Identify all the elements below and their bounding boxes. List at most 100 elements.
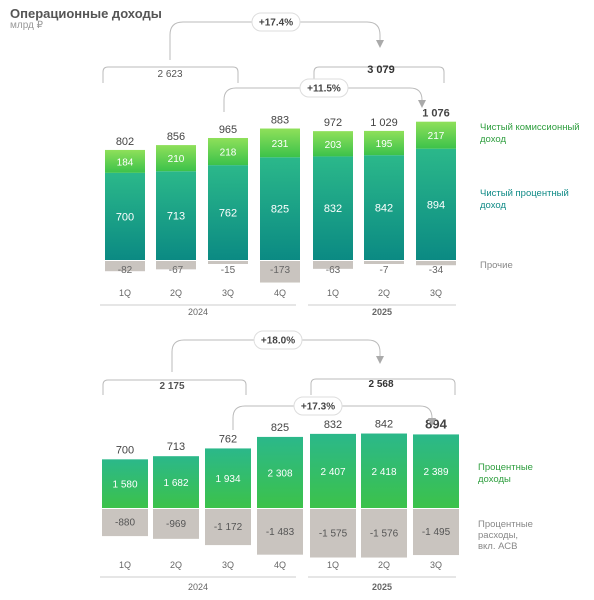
interest-income-bar xyxy=(257,436,303,508)
expense-value-label: -880 xyxy=(115,518,135,529)
interest-income-bar xyxy=(413,434,459,508)
commission-value-label: 203 xyxy=(325,140,342,151)
legend-income: Процентные доходы xyxy=(478,462,533,485)
commission-bar xyxy=(364,130,404,156)
total-value-label: 856 xyxy=(167,131,185,143)
interest-expense-bar xyxy=(310,509,356,558)
quarter-tick-label: 1Q xyxy=(119,560,131,570)
growth-ytd-label: +17.4% xyxy=(259,18,293,29)
bracket-2025 xyxy=(313,66,445,83)
commission-bar xyxy=(416,121,456,149)
quarter-tick-label: 1Q xyxy=(119,288,131,298)
sum-2024-label: 2 175 xyxy=(159,381,184,392)
growth-ytd-label-pill xyxy=(251,12,301,32)
income-value-label: 2 407 xyxy=(320,467,345,478)
interest-income-bar xyxy=(310,433,356,508)
interest-expense-bar xyxy=(361,509,407,558)
interest-value-label: 832 xyxy=(324,203,342,215)
expense-value-label: -1 576 xyxy=(370,528,399,539)
net-value-label: 832 xyxy=(324,419,342,431)
other-bar xyxy=(105,261,145,272)
interest-bar xyxy=(416,148,456,260)
growth-q-label: +17.3% xyxy=(301,402,335,413)
quarter-tick-label: 2Q xyxy=(170,560,182,570)
expense-value-label: -1 575 xyxy=(319,528,348,539)
interest-income-bar xyxy=(102,459,148,508)
commission-value-label: 231 xyxy=(272,139,289,150)
commission-value-label: 217 xyxy=(428,131,445,142)
interest-value-label: 762 xyxy=(219,208,237,220)
commission-value-label: 218 xyxy=(220,148,237,159)
income-value-label: 1 580 xyxy=(112,480,137,491)
other-bar xyxy=(416,261,456,266)
expense-value-label: -1 483 xyxy=(266,527,295,538)
other-value-label: -15 xyxy=(221,265,236,276)
growth-ytd-label: +18.0% xyxy=(261,336,295,347)
interest-expense-bar xyxy=(257,509,303,555)
quarter-tick-label: 3Q xyxy=(430,560,442,570)
sum-2025-label: 2 568 xyxy=(368,379,393,390)
quarter-tick-label: 4Q xyxy=(274,288,286,298)
interest-income-bar xyxy=(361,433,407,508)
year-label-2024: 2024 xyxy=(188,307,208,317)
income-value-label: 2 418 xyxy=(371,467,396,478)
commission-value-label: 195 xyxy=(376,139,393,150)
bracket-2024 xyxy=(102,66,239,83)
quarter-tick-label: 2Q xyxy=(378,288,390,298)
growth-q-label-pill xyxy=(299,78,349,98)
interest-income-bar xyxy=(153,456,199,508)
interest-bar xyxy=(156,171,196,260)
commission-bar xyxy=(156,145,196,172)
interest-value-label: 713 xyxy=(167,211,185,223)
quarter-tick-label: 2Q xyxy=(378,560,390,570)
total-value-label: 972 xyxy=(324,117,342,129)
sum-2024-label: 2 623 xyxy=(157,69,182,80)
interest-income-bar xyxy=(205,448,251,508)
interest-expense-bar xyxy=(102,509,148,537)
interest-value-label: 842 xyxy=(375,203,393,215)
legend-other: Прочие xyxy=(480,260,513,271)
income-value-label: 2 389 xyxy=(423,467,448,478)
commission-bar xyxy=(208,137,248,166)
interest-bar xyxy=(208,165,248,260)
growth-ytd-label-pill xyxy=(253,330,303,350)
quarter-tick-label: 3Q xyxy=(222,288,234,298)
quarter-tick-label: 3Q xyxy=(222,560,234,570)
interest-bar xyxy=(364,155,404,260)
bracket-2025 xyxy=(310,378,456,395)
expense-value-label: -1 172 xyxy=(214,522,243,533)
other-bar xyxy=(313,261,353,269)
total-value-label: 802 xyxy=(116,136,134,148)
interest-bar xyxy=(105,172,145,260)
year-label-2025: 2025 xyxy=(372,307,392,317)
interest-expense-bar xyxy=(205,509,251,546)
commission-bar xyxy=(313,131,353,157)
quarter-tick-label: 1Q xyxy=(327,560,339,570)
interest-value-label: 700 xyxy=(116,211,134,223)
quarter-tick-label: 4Q xyxy=(274,560,286,570)
net-value-label: 700 xyxy=(116,444,134,456)
expense-value-label: -969 xyxy=(166,519,186,530)
quarter-tick-label: 3Q xyxy=(430,288,442,298)
total-value-label: 965 xyxy=(219,124,237,136)
interest-bar xyxy=(260,157,300,260)
year-label-2024: 2024 xyxy=(188,582,208,592)
interest-value-label: 894 xyxy=(427,199,445,211)
commission-value-label: 184 xyxy=(117,157,134,168)
total-value-label: 1 076 xyxy=(422,108,450,120)
commission-bar xyxy=(105,149,145,173)
commission-value-label: 210 xyxy=(168,154,185,165)
other-bar xyxy=(156,261,196,270)
quarter-tick-label: 2Q xyxy=(170,288,182,298)
unit-label: млрд ₽ xyxy=(10,20,44,31)
legend-expense-line: Процентные xyxy=(478,519,533,530)
year-label-2025: 2025 xyxy=(372,582,392,592)
interest-expense-bar xyxy=(413,509,459,556)
net-value-label: 842 xyxy=(375,419,393,431)
other-value-label: -82 xyxy=(118,265,133,276)
expense-value-label: -1 495 xyxy=(422,527,451,538)
page-title: Операционные доходы xyxy=(10,6,162,21)
legend-commission: Чистый комиссионный доход xyxy=(480,122,580,145)
net-value-label: 894 xyxy=(425,416,447,431)
